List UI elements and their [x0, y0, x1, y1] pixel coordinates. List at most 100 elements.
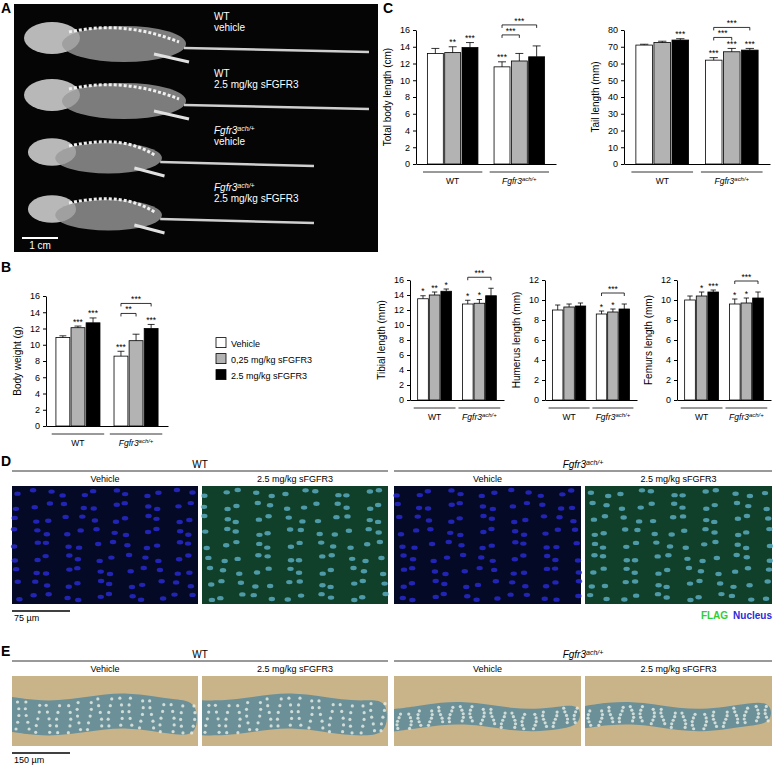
nucleus [45, 519, 51, 523]
chondrocyte [362, 718, 365, 721]
chondrocyte [79, 728, 82, 731]
legend-swatch [216, 354, 226, 364]
chondrocyte [128, 703, 131, 706]
chondrocyte [118, 697, 121, 700]
plot-area [685, 290, 764, 400]
chondrocyte [348, 718, 351, 721]
chondrocyte [280, 697, 283, 700]
error-bar-stem [452, 47, 453, 53]
condition-header: Vehicle [90, 474, 119, 484]
bar [753, 298, 764, 400]
error-bar-stem [701, 292, 702, 296]
chondrocyte [127, 710, 130, 713]
nucleus [235, 488, 241, 492]
nucleus [267, 503, 273, 507]
chondrocyte [351, 704, 354, 707]
bar [418, 299, 429, 400]
chondrocyte [17, 714, 20, 717]
y-axis-line [677, 281, 678, 401]
y-tick-label: 0 [534, 395, 539, 405]
nucleus [427, 527, 433, 531]
nucleus [400, 553, 406, 557]
y-tick: 2 [35, 405, 46, 415]
chondrocyte [448, 713, 451, 716]
chondrocyte [586, 717, 589, 720]
chondrocyte [712, 718, 715, 721]
nucleus [415, 514, 421, 518]
panel-letter: E [1, 643, 10, 659]
chondrocyte [724, 718, 727, 721]
y-tick: 14 [400, 42, 416, 52]
scale-bar [22, 237, 58, 239]
nucleus [267, 584, 273, 588]
x-axis: WTFgfr3ach/+ [546, 401, 638, 422]
nucleus [553, 597, 559, 601]
nucleus [66, 585, 72, 589]
chondrocyte [503, 715, 506, 718]
y-tick: 10 [30, 340, 46, 350]
label-part: Fgfr3 [729, 412, 749, 422]
chondrocyte [299, 724, 302, 727]
nucleus [265, 514, 271, 518]
condition-header: 2.5 mg/kg sFGFR3 [257, 664, 333, 674]
nucleus [417, 493, 423, 497]
y-tick-mark [407, 295, 410, 296]
significance-label: * [700, 283, 704, 293]
error-bar-cap [555, 305, 560, 306]
chondrocyte [448, 720, 451, 723]
radiograph-background [14, 4, 378, 252]
chondrocyte [236, 704, 239, 707]
nucleus [288, 545, 294, 549]
chondrocyte [735, 714, 738, 717]
nucleus [319, 583, 325, 587]
chondrocyte [621, 709, 624, 712]
chondrocyte [17, 707, 20, 710]
y-tick-label: 8 [534, 315, 539, 325]
group-underline [725, 408, 767, 409]
chondrocyte [55, 718, 58, 721]
y-tick: 10 [661, 295, 677, 305]
chondrocyte [573, 714, 576, 717]
nucleus [332, 532, 338, 536]
nucleus [663, 585, 669, 589]
chondrocyte [290, 717, 293, 720]
chondrocyte [373, 729, 376, 732]
nucleus [539, 503, 545, 507]
chondrocyte [379, 729, 382, 732]
nucleus [632, 571, 638, 575]
nucleus [576, 579, 582, 583]
chondrocyte [726, 710, 729, 713]
nucleus [636, 519, 642, 523]
chondrocyte [437, 706, 440, 709]
nucleus [301, 505, 307, 509]
y-tick-label: 8 [666, 315, 671, 325]
bar-chart: 0246810121416WTFgfr3ach/+**************T… [382, 16, 557, 186]
y-tick-mark [413, 131, 416, 132]
nucleus [765, 516, 771, 520]
nucleus [185, 533, 191, 537]
x-tick-label: WT [446, 176, 459, 186]
y-tick-label: 2 [666, 375, 671, 385]
nucleus [743, 546, 749, 550]
nucleus [203, 546, 209, 550]
chondrocyte [171, 710, 174, 713]
chondrocyte [26, 721, 29, 724]
chondrocyte [576, 707, 579, 710]
bar [619, 309, 629, 400]
bar-chart: 024681012WTFgfr3ach/+*****Humerus length… [511, 275, 638, 421]
chondrocyte [24, 707, 27, 710]
chondrocyte [746, 707, 749, 710]
bar [427, 53, 443, 164]
chondrocyte [67, 731, 70, 734]
y-tick-label: 10 [400, 76, 410, 86]
nucleus [463, 585, 469, 589]
nucleus [429, 542, 435, 546]
group-underline [52, 434, 104, 435]
nucleus [367, 518, 373, 522]
chondrocyte [266, 697, 269, 700]
annotations: ***** [600, 284, 624, 312]
chondrocyte [162, 703, 165, 706]
micrograph-background [202, 676, 388, 746]
chondrocyte [631, 719, 634, 722]
nucleus [522, 584, 528, 588]
